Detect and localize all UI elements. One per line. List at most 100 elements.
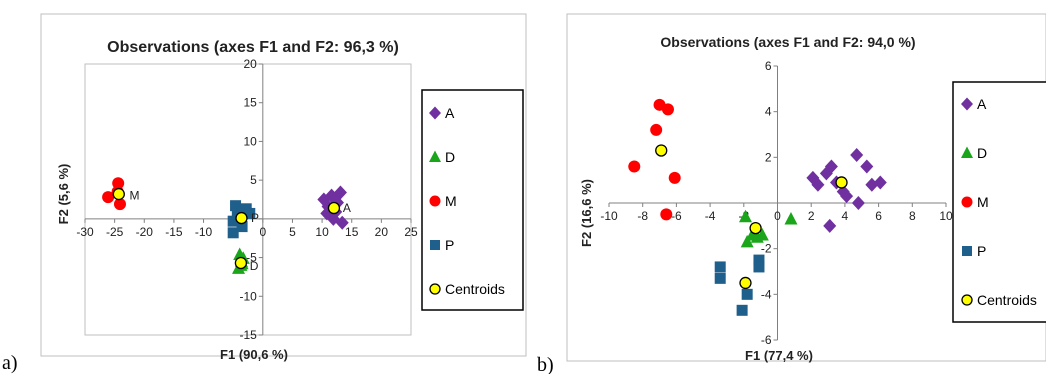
panel-a-label: a) [2, 352, 18, 374]
panel-b-legend: A D M P Centroids [961, 96, 1037, 308]
panel-a-x-tick-label: 25 [404, 225, 418, 239]
panel-a-point-centroids [234, 256, 248, 270]
panel-a-x-tick-label: 5 [289, 225, 296, 239]
panel-b-point-m [650, 123, 663, 136]
panel-b-x-tick-label: -4 [705, 209, 716, 223]
panel-b-point-centroids [655, 144, 668, 157]
panel-a-x-tick-label: -25 [106, 225, 124, 239]
panel-a-annotation: M [129, 189, 139, 203]
panel-b-x-tick-label: -10 [600, 209, 618, 223]
panel-a-annotation: D [250, 259, 259, 273]
panel-b-y-tick-label: -2 [761, 242, 772, 256]
panel-a-point-a [327, 191, 341, 206]
panel-a-legend-label: Centroids [445, 281, 505, 297]
panel-b-point-p [714, 272, 726, 284]
panel-a-point-centroids [235, 211, 248, 225]
panel-b-point-d [740, 234, 754, 248]
panel-b-y-tick-label: -6 [761, 333, 772, 347]
panel-a-y-tick-label: -5 [246, 251, 257, 265]
panel-a-y-tick-label: 5 [250, 173, 257, 187]
panel-a-y-tick-label: -10 [239, 289, 257, 303]
panel-a-ylabel: F2 (5,6 %) [56, 164, 71, 225]
panel-b-point-a [851, 196, 865, 210]
panel-b-legend-label: A [977, 96, 987, 112]
panel-a-legend-label: D [445, 149, 455, 165]
panel-a-point-p [227, 227, 239, 239]
panel-a-legend-marker-m [429, 195, 441, 207]
panel-a-x-tick-label: -10 [195, 225, 213, 239]
panel-a-x-tick-label: 10 [315, 225, 329, 239]
panel-a-point-centroids [112, 187, 125, 201]
panel-b-point-m [668, 171, 681, 184]
panel-b-x-tick-label: -6 [671, 209, 682, 223]
panel-b-y-tick-label: 6 [765, 59, 772, 73]
panel-b-legend-label: Centroids [977, 292, 1037, 308]
panel-a-xlabel: F1 (90,6 %) [220, 347, 288, 362]
panel-a-point-p [230, 200, 242, 212]
panel-a-annotation: A [343, 201, 351, 215]
panel-a-point-m [113, 198, 126, 211]
panel-b-y-tick-label: -4 [761, 287, 772, 301]
panel-b-point-a [840, 189, 854, 204]
panel-b-x-tick-label: 0 [774, 209, 781, 223]
panel-b-point-p [714, 261, 726, 273]
panel-a-y-tick-label: 15 [243, 96, 257, 110]
panel-b-point-d [755, 227, 769, 241]
panel-a-point-a [335, 215, 349, 230]
panel-a-x-tick-label: 15 [345, 225, 359, 239]
panel-a-legend: A D M P Centroids [429, 105, 505, 297]
panel-a-point-d [233, 247, 247, 260]
panel-a-marks: A D M P [102, 177, 351, 274]
panel-b-xlabel: F1 (77,4 %) [745, 348, 813, 363]
panel-b-ylabel: F2 (16,6 %) [579, 179, 594, 247]
panel-b-point-m [661, 103, 674, 116]
panel-b-x-tick-label: 6 [875, 209, 882, 223]
panel-a-legend-marker-d [429, 150, 441, 162]
panel-a-x-tick-label: -20 [136, 225, 154, 239]
panel-b-legend-marker-a [961, 97, 973, 111]
panel-b-point-centroids [835, 176, 848, 189]
panel-b-point-m [660, 208, 673, 221]
chart-panel-a: Observations (axes F1 and F2: 96,3 %) F1… [2, 13, 527, 374]
panel-a-legend-marker-centroids [429, 283, 441, 295]
panel-b-point-d [738, 209, 752, 223]
panel-b-legend-label: D [977, 145, 987, 161]
panel-b-legend-label: P [977, 243, 986, 259]
panel-b-x-tick-label: 4 [842, 209, 849, 223]
panel-b-point-a [824, 159, 838, 174]
panel-b-legend-label: M [977, 194, 989, 210]
panel-b-point-a [850, 148, 864, 163]
panel-b-legend-marker-d [961, 146, 973, 158]
panel-b-legend-marker-m [961, 196, 973, 208]
panel-a-y-tick-label: 20 [243, 57, 257, 71]
panel-a-plot-frame [84, 63, 412, 336]
panel-a-x-tick-label: -30 [76, 225, 94, 239]
panel-a-axes: -30-25-20-15-10-50510152025-15-10-551015… [76, 57, 418, 342]
panel-b-point-d [784, 211, 798, 225]
panel-b-marks [628, 98, 887, 316]
panel-a-point-m [102, 191, 115, 204]
panel-a-legend-label: A [445, 105, 455, 121]
panel-b-point-a [873, 175, 887, 190]
panel-a-y-tick-label: 10 [243, 134, 257, 148]
panel-a-legend-label: M [445, 193, 457, 209]
panel-a-legend-marker-a [429, 106, 441, 120]
panel-b-point-centroids [749, 221, 762, 235]
chart-panel-b: Observations (axes F1 and F2: 94,0 %) F1… [537, 13, 1046, 374]
panel-a-x-tick-label: 0 [259, 225, 266, 239]
panel-b-y-tick-label: 4 [765, 105, 772, 119]
panel-a-point-p [227, 215, 239, 227]
panel-b-point-a [823, 218, 837, 233]
panel-b-x-tick-label: 10 [939, 209, 953, 223]
panel-a-y-tick-label: -15 [239, 328, 257, 342]
panel-b-point-p [741, 288, 753, 300]
panel-b-point-centroids [739, 276, 752, 290]
panel-b-point-p [736, 304, 748, 316]
panel-a-title: Observations (axes F1 and F2: 96,3 %) [107, 39, 399, 56]
panel-b-point-p [753, 261, 765, 273]
panel-b-y-tick-label: 2 [765, 150, 772, 164]
panel-b-point-m [628, 160, 641, 173]
panel-a-legend-label: P [445, 237, 454, 253]
